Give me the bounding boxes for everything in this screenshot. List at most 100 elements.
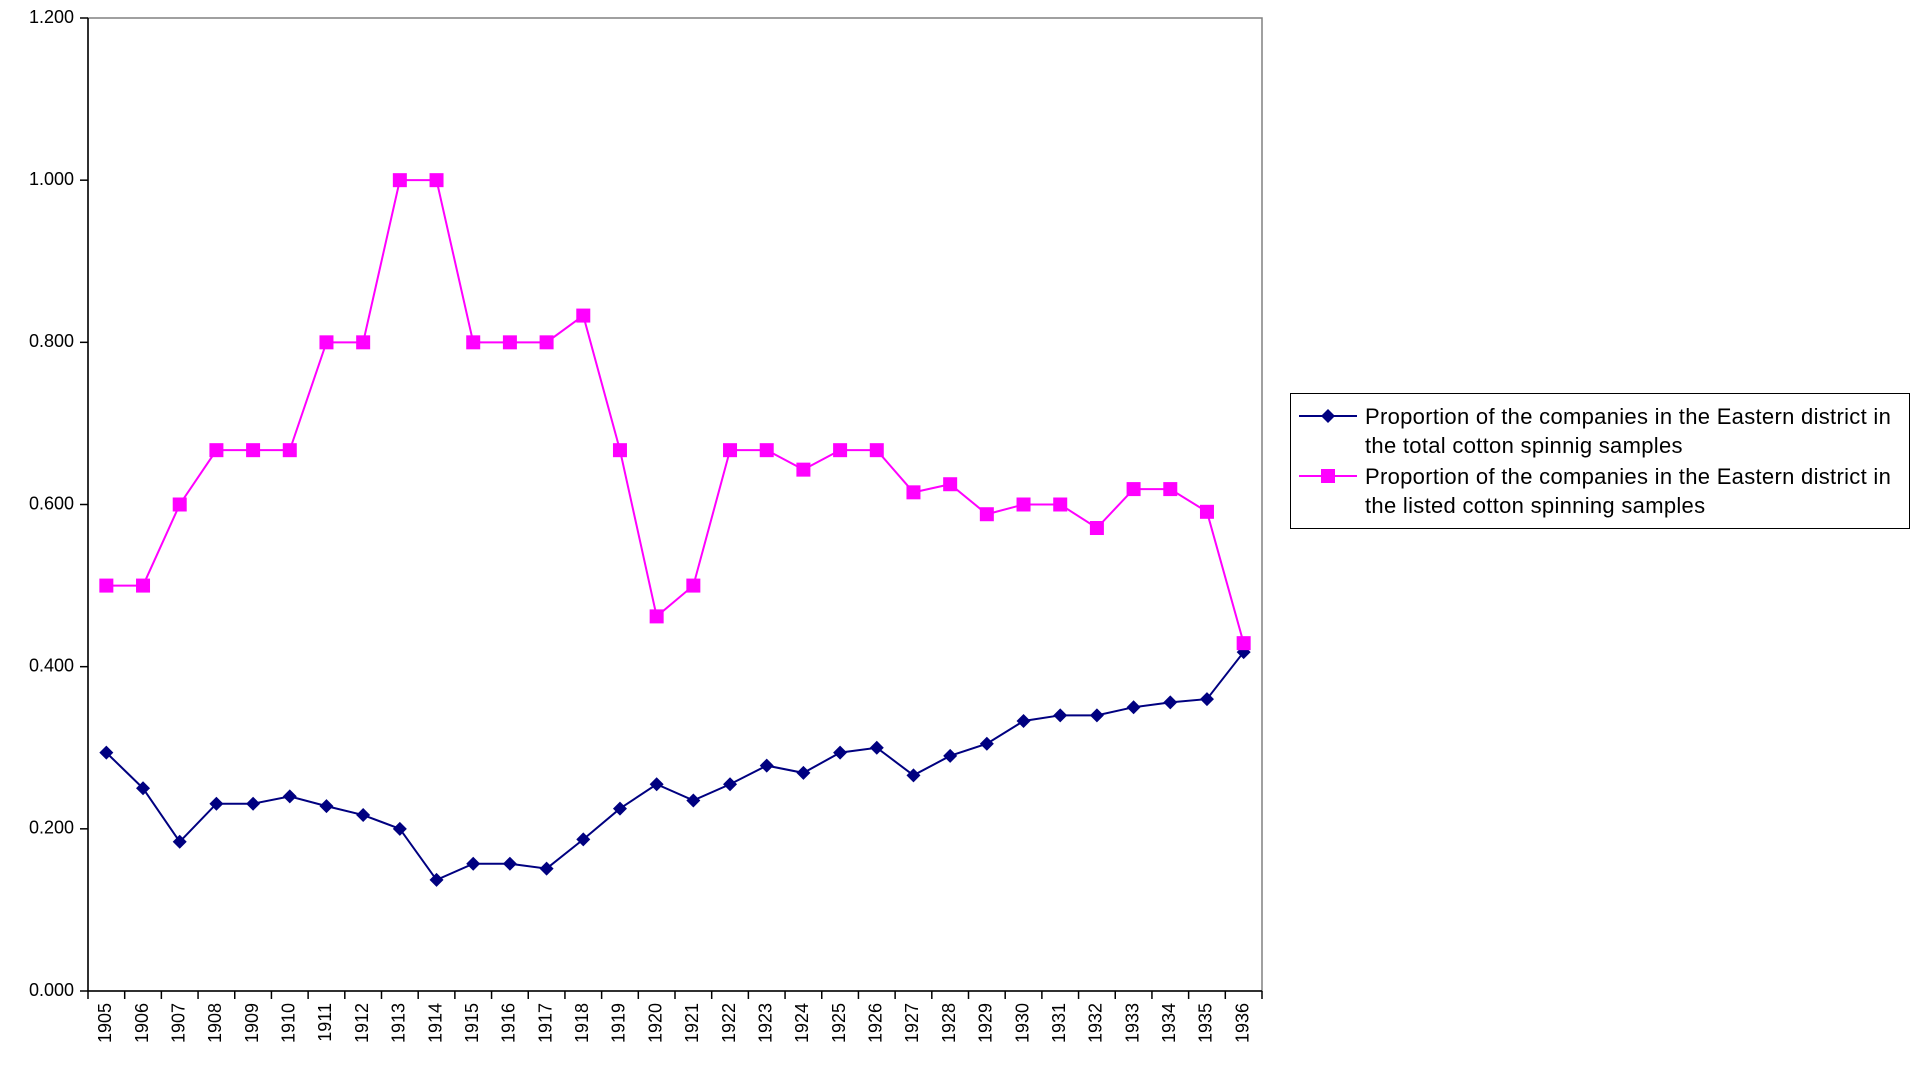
marker xyxy=(1321,409,1335,423)
x-tick-label: 1918 xyxy=(572,1003,592,1043)
marker xyxy=(686,578,701,593)
y-tick-label: 0.200 xyxy=(29,818,74,838)
y-tick-label: 1.000 xyxy=(29,169,74,189)
legend: Proportion of the companies in the Easte… xyxy=(1290,393,1910,529)
x-tick-label: 1910 xyxy=(279,1003,299,1043)
y-tick-label: 0.000 xyxy=(29,980,74,1000)
x-tick-label: 1927 xyxy=(902,1003,922,1043)
legend-label: Proportion of the companies in the Easte… xyxy=(1365,464,1892,518)
series-line xyxy=(106,179,1245,644)
marker xyxy=(723,443,738,458)
x-tick-label: 1936 xyxy=(1232,1003,1252,1043)
marker xyxy=(723,777,738,792)
marker xyxy=(906,768,921,783)
x-tick-label: 1933 xyxy=(1122,1003,1142,1043)
marker xyxy=(466,856,481,871)
marker xyxy=(282,443,297,458)
marker xyxy=(649,609,664,624)
marker xyxy=(1199,692,1214,707)
x-tick-label: 1932 xyxy=(1086,1003,1106,1043)
x-tick-label: 1906 xyxy=(132,1003,152,1043)
legend-swatch xyxy=(1299,409,1357,423)
marker xyxy=(869,740,884,755)
x-tick-label: 1917 xyxy=(535,1003,555,1043)
x-tick-label: 1911 xyxy=(315,1003,335,1042)
series-line xyxy=(105,651,1245,882)
marker xyxy=(502,856,517,871)
marker xyxy=(136,781,151,796)
marker xyxy=(796,765,811,780)
marker xyxy=(392,821,407,836)
marker xyxy=(172,497,187,512)
x-tick-label: 1923 xyxy=(755,1003,775,1043)
marker xyxy=(979,736,994,751)
marker xyxy=(943,748,958,763)
legend-label: Proportion of the companies in the Easte… xyxy=(1365,404,1892,458)
marker xyxy=(1126,700,1141,715)
marker xyxy=(796,462,811,477)
x-tick-label: 1913 xyxy=(389,1003,409,1043)
x-tick-label: 1925 xyxy=(829,1003,849,1043)
y-tick-label: 0.400 xyxy=(29,655,74,675)
x-tick-label: 1905 xyxy=(95,1003,115,1043)
marker xyxy=(979,507,994,522)
marker xyxy=(1199,504,1214,519)
marker xyxy=(246,796,261,811)
marker xyxy=(686,793,701,808)
marker xyxy=(1089,708,1104,723)
plot-area xyxy=(87,17,1263,992)
marker xyxy=(466,335,481,350)
x-tick-label: 1909 xyxy=(242,1003,262,1043)
marker xyxy=(392,173,407,188)
x-tick-label: 1934 xyxy=(1159,1003,1179,1043)
marker xyxy=(759,443,774,458)
x-tick-label: 1908 xyxy=(205,1003,225,1043)
y-tick-label: 0.800 xyxy=(29,331,74,351)
marker xyxy=(1053,497,1068,512)
marker xyxy=(1163,482,1178,497)
x-tick-label: 1930 xyxy=(1012,1003,1032,1043)
marker xyxy=(906,485,921,500)
marker xyxy=(649,777,664,792)
legend-entry: Proportion of the companies in the Easte… xyxy=(1295,402,1905,460)
marker xyxy=(759,758,774,773)
marker xyxy=(1016,713,1031,728)
marker xyxy=(1163,695,1178,710)
marker xyxy=(502,335,517,350)
x-tick-label: 1931 xyxy=(1049,1003,1069,1043)
marker xyxy=(1321,469,1335,483)
x-tick-label: 1929 xyxy=(976,1003,996,1043)
marker xyxy=(429,872,444,887)
marker xyxy=(833,745,848,760)
x-tick-label: 1924 xyxy=(792,1003,812,1043)
marker xyxy=(943,477,958,492)
marker xyxy=(429,173,444,188)
x-tick-label: 1928 xyxy=(939,1003,959,1043)
marker xyxy=(869,443,884,458)
marker xyxy=(1089,521,1104,536)
x-tick-label: 1922 xyxy=(719,1003,739,1043)
x-tick-label: 1920 xyxy=(645,1003,665,1043)
marker xyxy=(539,861,554,876)
marker xyxy=(99,745,114,760)
x-tick-label: 1935 xyxy=(1196,1003,1216,1043)
marker xyxy=(356,335,371,350)
x-tick-label: 1912 xyxy=(352,1003,372,1043)
marker xyxy=(1236,636,1251,651)
x-tick-label: 1926 xyxy=(866,1003,886,1043)
x-tick-label: 1907 xyxy=(168,1003,188,1043)
y-tick-label: 0.600 xyxy=(29,493,74,513)
marker xyxy=(319,335,334,350)
marker xyxy=(576,308,591,323)
legend-entry: Proportion of the companies in the Easte… xyxy=(1295,462,1905,520)
marker xyxy=(1126,482,1141,497)
marker xyxy=(1053,708,1068,723)
marker xyxy=(1016,497,1031,512)
x-tick-label: 1914 xyxy=(425,1003,445,1043)
marker xyxy=(356,808,371,823)
x-tick-label: 1915 xyxy=(462,1003,482,1043)
marker xyxy=(209,443,224,458)
marker xyxy=(539,335,554,350)
